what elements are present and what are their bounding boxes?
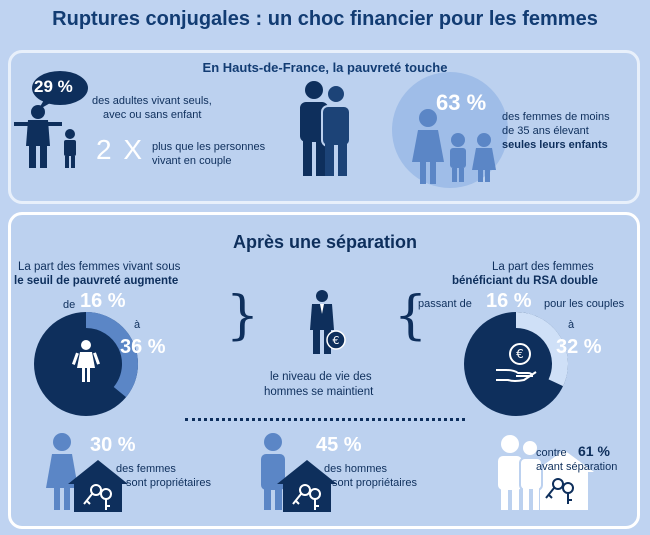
stat2-text-3: seules leurs enfants: [502, 139, 608, 151]
mother-children-icon: [392, 72, 508, 188]
right-brace: {: [394, 286, 428, 346]
stat2-text-1: des femmes de moins: [502, 110, 610, 124]
left-brace: }: [226, 286, 260, 346]
right-to-value: 32 %: [556, 336, 602, 358]
before-text: avant séparation: [536, 461, 618, 473]
before-value: 61 %: [578, 443, 610, 459]
center-text-2: hommes se maintient: [264, 386, 374, 398]
right-couples: pour les couples: [544, 298, 625, 310]
man-house-key-icon: [261, 433, 337, 512]
page-title: Ruptures conjugales : un choc financier …: [52, 8, 598, 30]
before-contre: contre: [536, 447, 567, 459]
women-owners-value: 30 %: [90, 434, 136, 456]
couple-icon: [300, 81, 351, 176]
stat-29-percent: 29 %: [34, 77, 73, 96]
right-donut-arc: [515, 312, 568, 387]
woman-icon: [71, 340, 100, 382]
men-owners-value: 45 %: [316, 434, 362, 456]
right-from-value: 16 %: [486, 290, 532, 312]
left-donut-arc: [85, 312, 138, 398]
poverty-heading: En Hauts-de-France, la pauvreté touche: [202, 60, 448, 75]
couple-house-key-icon: [498, 435, 594, 510]
stat1-text-1: des adultes vivant seuls,: [92, 95, 212, 107]
right-a: à: [568, 319, 575, 331]
multiplier: 2 X: [96, 134, 145, 165]
women-owners-text-2: sont propriétaires: [126, 477, 211, 489]
left-text-2: le seuil de pauvreté augmente: [14, 275, 179, 287]
left-text-1: La part des femmes vivant sous: [18, 261, 181, 273]
right-passant: passant de: [418, 298, 472, 310]
right-text-1: La part des femmes: [492, 261, 594, 273]
women-owners-text-1: des femmes: [116, 463, 176, 475]
stat1-text-2: avec ou sans enfant: [103, 109, 202, 121]
stat-63-percent: 63 %: [436, 90, 487, 115]
left-de: de: [63, 299, 76, 311]
separation-heading: Après une séparation: [232, 232, 418, 252]
multiplier-text-2: vivant en couple: [152, 155, 232, 167]
men-owners-text-1: des hommes: [324, 463, 387, 475]
multiplier-text-1: plus que les personnes: [152, 141, 266, 153]
man-money-bag-icon: €: [310, 290, 346, 354]
center-text-1: le niveau de vie des: [270, 371, 372, 383]
stat2-text-2: de 35 ans élevant: [502, 125, 589, 137]
left-to-value: 36 %: [120, 336, 166, 358]
dotted-divider: [185, 418, 465, 421]
svg-text:€: €: [333, 334, 340, 347]
hand-coin-icon: €: [496, 343, 537, 382]
stat2-text-1-span: des femmes de moins: [502, 111, 610, 123]
men-owners-text-2: sont propriétaires: [332, 477, 417, 489]
right-text-2: bénéficiant du RSA double: [452, 275, 598, 287]
left-a: à: [134, 319, 141, 331]
left-from-value: 16 %: [80, 290, 126, 312]
woman-house-key-icon: [46, 433, 128, 512]
single-parent-icon: [14, 105, 76, 168]
svg-text:€: €: [516, 347, 524, 361]
